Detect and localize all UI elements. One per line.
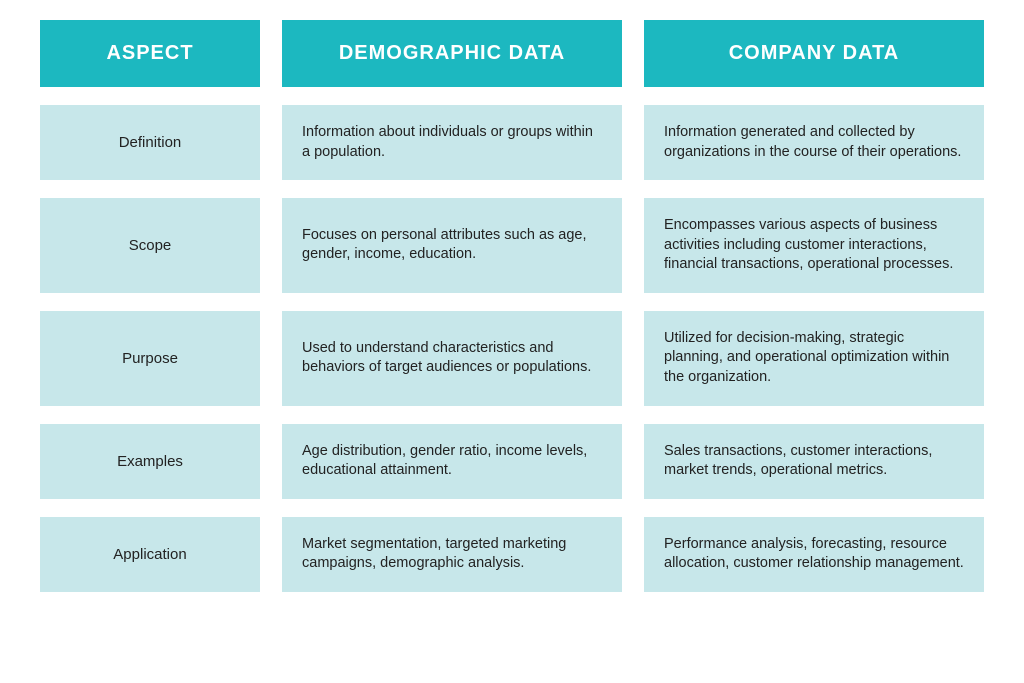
aspect-cell: Examples bbox=[40, 424, 260, 499]
demographic-cell: Market segmentation, targeted marketing … bbox=[282, 517, 622, 592]
aspect-cell: Application bbox=[40, 517, 260, 592]
header-aspect: ASPECT bbox=[40, 20, 260, 87]
header-company: COMPANY DATA bbox=[644, 20, 984, 87]
demographic-cell: Focuses on personal attributes such as a… bbox=[282, 198, 622, 293]
company-cell: Sales transactions, customer interaction… bbox=[644, 424, 984, 499]
demographic-cell: Used to understand characteristics and b… bbox=[282, 311, 622, 406]
company-cell: Performance analysis, forecasting, resou… bbox=[644, 517, 984, 592]
aspect-cell: Definition bbox=[40, 105, 260, 180]
aspect-cell: Scope bbox=[40, 198, 260, 293]
company-cell: Information generated and collected by o… bbox=[644, 105, 984, 180]
demographic-cell: Information about individuals or groups … bbox=[282, 105, 622, 180]
company-cell: Utilized for decision-making, strategic … bbox=[644, 311, 984, 406]
comparison-table: ASPECT DEMOGRAPHIC DATA COMPANY DATA Def… bbox=[40, 20, 984, 592]
company-cell: Encompasses various aspects of business … bbox=[644, 198, 984, 293]
header-demographic: DEMOGRAPHIC DATA bbox=[282, 20, 622, 87]
aspect-cell: Purpose bbox=[40, 311, 260, 406]
demographic-cell: Age distribution, gender ratio, income l… bbox=[282, 424, 622, 499]
